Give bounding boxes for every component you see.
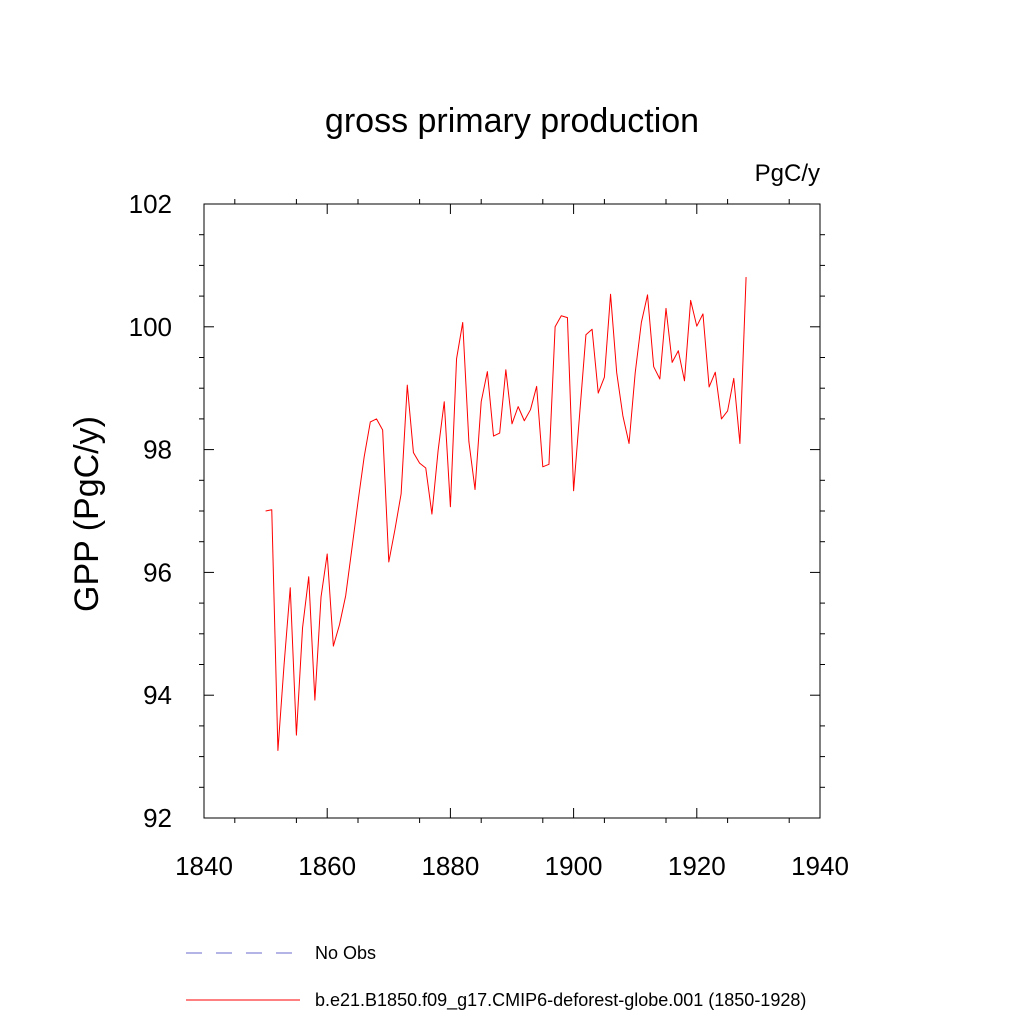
x-tick-label: 1940: [791, 851, 849, 881]
legend-label-model: b.e21.B1850.f09_g17.CMIP6-deforest-globe…: [315, 990, 806, 1011]
series-line-gpp: [265, 277, 747, 751]
legend: No Obs b.e21.B1850.f09_g17.CMIP6-defores…: [186, 943, 806, 1011]
y-tick-label: 100: [129, 312, 172, 342]
chart-title: gross primary production: [325, 102, 699, 140]
axis-tick-labels: 1840 1860 1880 1900 1920 1940 92 94 96 98 100 102: [129, 189, 849, 881]
y-tick-label: 98: [143, 435, 172, 465]
y-tick-label: 94: [143, 680, 172, 710]
x-tick-label: 1900: [545, 851, 603, 881]
y-tick-label: 92: [143, 803, 172, 833]
x-tick-label: 1920: [668, 851, 726, 881]
legend-label-no-obs: No Obs: [315, 943, 376, 963]
y-tick-label: 96: [143, 557, 172, 587]
x-tick-label: 1880: [421, 851, 479, 881]
y-tick-label: 102: [129, 189, 172, 219]
x-tick-label: 1860: [298, 851, 356, 881]
x-tick-label: 1840: [175, 851, 233, 881]
y-axis-label: GPP (PgC/y): [68, 416, 106, 612]
units-label: PgC/y: [755, 160, 820, 187]
series-layer: [265, 277, 747, 751]
axis-ticks: [199, 199, 825, 823]
